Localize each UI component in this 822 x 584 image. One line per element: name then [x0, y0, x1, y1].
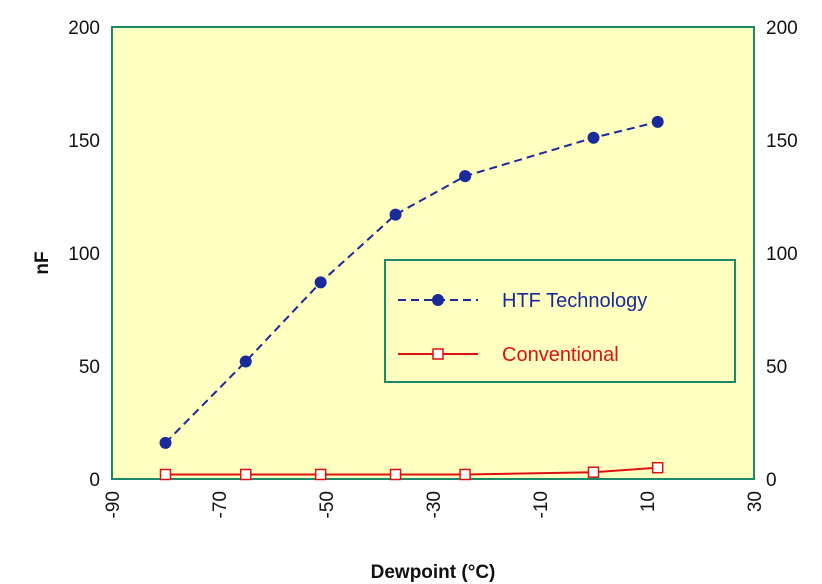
data-point — [159, 436, 172, 449]
y-tick-label-right: 100 — [766, 244, 798, 265]
data-point — [651, 115, 664, 128]
plot-area — [111, 26, 755, 480]
data-point — [587, 131, 600, 144]
y-axis-title: nF — [32, 251, 53, 274]
y-tick-label-left: 150 — [68, 131, 100, 152]
x-tick-label: -90 — [103, 491, 124, 518]
data-point — [651, 461, 664, 474]
y-tick-label-right: 150 — [766, 131, 798, 152]
x-tick-label: -70 — [210, 491, 231, 518]
data-point — [314, 276, 327, 289]
legend-marker — [432, 294, 444, 306]
x-tick-label: -50 — [317, 491, 338, 518]
y-tick-label-right: 200 — [766, 18, 798, 39]
y-tick-label-left: 50 — [79, 357, 100, 378]
data-point — [389, 208, 402, 221]
legend-label: HTF Technology — [502, 290, 647, 312]
x-axis: -90 -70 -50 -30 -10 10 30 — [103, 491, 766, 518]
legend-box — [384, 259, 736, 383]
data-point — [314, 468, 327, 481]
legend-label: Conventional — [502, 344, 619, 366]
series-layer — [159, 115, 664, 481]
series-htf-technology — [159, 115, 664, 449]
legend-item: Conventional — [398, 344, 619, 366]
data-point — [240, 468, 252, 481]
data-point — [159, 468, 172, 481]
legend-item: HTF Technology — [398, 290, 647, 312]
legend-marker — [432, 348, 444, 360]
legend: HTF Technology Conventional — [384, 259, 736, 383]
x-tick-label: -10 — [531, 491, 552, 518]
data-point — [459, 170, 472, 183]
y-tick-label-left: 100 — [68, 244, 100, 265]
x-tick-label: 10 — [638, 491, 659, 512]
x-tick-label: 30 — [745, 491, 766, 512]
y-tick-label-right: 0 — [766, 470, 777, 491]
y-axis-left: 0 50 100 150 200 — [68, 18, 100, 491]
series-conventional — [159, 461, 664, 481]
data-point — [459, 468, 471, 481]
y-tick-label-right: 50 — [766, 357, 787, 378]
y-tick-label-left: 0 — [89, 470, 100, 491]
y-tick-label-left: 200 — [68, 18, 100, 39]
data-point — [587, 466, 600, 478]
y-axis-right: 0 50 100 150 200 — [766, 18, 798, 491]
data-point — [389, 468, 402, 481]
data-point — [239, 355, 252, 368]
x-axis-title: Dewpoint (°C) — [371, 562, 496, 583]
x-tick-label: -30 — [424, 491, 445, 518]
